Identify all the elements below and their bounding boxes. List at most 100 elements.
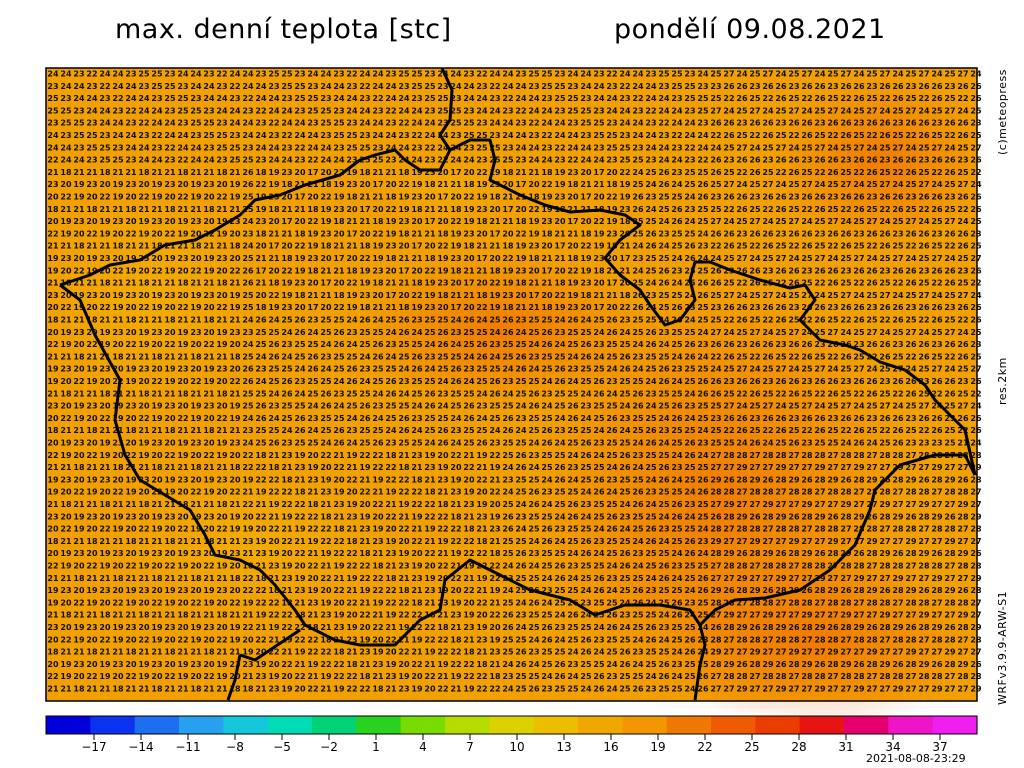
grid-value: 25 [476,377,488,386]
grid-value: 27 [957,525,968,534]
grid-value: 24 [255,143,267,152]
grid-value: 29 [879,660,891,669]
grid-value: 24 [645,131,657,140]
grid-value: 24 [658,414,670,423]
grid-value: 22 [242,574,253,583]
grid-value: 27 [827,328,838,337]
grid-value: 21 [112,316,124,325]
grid-value: 25 [710,439,722,448]
grid-value: 26 [541,623,553,632]
grid-value: 24 [918,217,930,226]
grid-value: 25 [528,525,540,534]
grid-value: 26 [944,377,956,386]
grid-value: 26 [840,193,852,202]
grid-value: 27 [775,500,786,509]
grid-value: 24 [177,143,189,152]
grid-value: 19 [593,229,605,238]
grid-value: 25 [684,672,696,681]
grid-value: 21 [216,574,228,583]
grid-value: 24 [151,119,163,128]
grid-value: 26 [931,156,943,165]
grid-value: 26 [632,402,644,411]
grid-value: 26 [827,377,839,386]
grid-value: 18 [255,303,267,312]
grid-value: 26 [749,168,761,177]
grid-value: 24 [528,143,540,152]
grid-value: 27 [970,488,981,497]
grid-value: 20 [619,279,631,288]
grid-value: 22 [255,106,266,115]
grid-value: 24 [242,119,254,128]
grid-value: 25 [619,635,631,644]
grid-value: 21 [151,389,163,398]
grid-value: 23 [242,537,253,546]
grid-value: 24 [515,598,527,607]
grid-value: 28 [788,488,800,497]
grid-value: 24 [632,82,644,91]
grid-value: 19 [216,549,228,558]
grid-value: 28 [827,488,839,497]
grid-value: 19 [268,168,280,177]
grid-value: 22 [502,254,513,263]
grid-value: 22 [372,623,383,632]
grid-value: 19 [398,623,410,632]
grid-value: 19 [138,328,150,337]
grid-value: 26 [697,574,709,583]
grid-value: 27 [775,598,786,607]
grid-value: 25 [684,266,696,275]
grid-value: 26 [957,414,969,423]
grid-value: 22 [73,598,84,607]
grid-value: 23 [567,365,578,374]
grid-value: 28 [723,562,735,571]
grid-value: 22 [541,180,552,189]
grid-value: 19 [281,685,293,694]
grid-value: 26 [684,352,696,361]
grid-value: 26 [398,328,410,337]
grid-value: 19 [463,205,475,214]
grid-value: 23 [905,193,916,202]
grid-value: 21 [47,352,59,361]
grid-value: 28 [775,562,787,571]
grid-value: 22 [814,279,825,288]
grid-value: 21 [346,242,358,251]
grid-value: 21 [281,525,293,534]
grid-value: 24 [112,82,124,91]
grid-value: 22 [424,512,435,521]
grid-value: 24 [593,82,605,91]
grid-value: 26 [346,365,358,374]
grid-value: 27 [905,328,916,337]
grid-value: 22 [476,168,487,177]
grid-value: 27 [892,254,903,263]
grid-value: 23 [60,586,71,595]
grid-value: 26 [879,586,891,595]
grid-value: 22 [970,168,981,177]
grid-value: 25 [515,439,527,448]
grid-value: 22 [905,131,916,140]
grid-value: 28 [957,672,969,681]
value-grid: 24 24 23 22 24 24 23 25 25 23 24 24 23 22 24 24 23 25 25 23… [47,70,982,694]
grid-value: 26 [671,217,683,226]
grid-value: 24 [411,402,423,411]
grid-value: 25 [567,623,579,632]
grid-value: 20 [86,303,98,312]
grid-value: 25 [593,463,605,472]
grid-value: 25 [515,488,527,497]
grid-value: 25 [580,377,592,386]
grid-value: 19 [489,512,501,521]
grid-value: 17 [294,193,305,202]
grid-value: 19 [99,549,111,558]
grid-value: 24 [450,82,462,91]
grid-value: 25 [892,217,904,226]
grid-value: 28 [866,660,878,669]
grid-value: 20 [138,402,150,411]
grid-value: 20 [216,598,228,607]
grid-value: 25 [671,426,683,435]
grid-value: 19 [476,574,488,583]
grid-value: 25 [632,156,644,165]
grid-value: 25 [632,180,644,189]
grid-value: 25 [294,439,306,448]
grid-value: 21 [333,242,345,251]
grid-value: 25 [749,205,761,214]
grid-value: 25 [801,365,813,374]
